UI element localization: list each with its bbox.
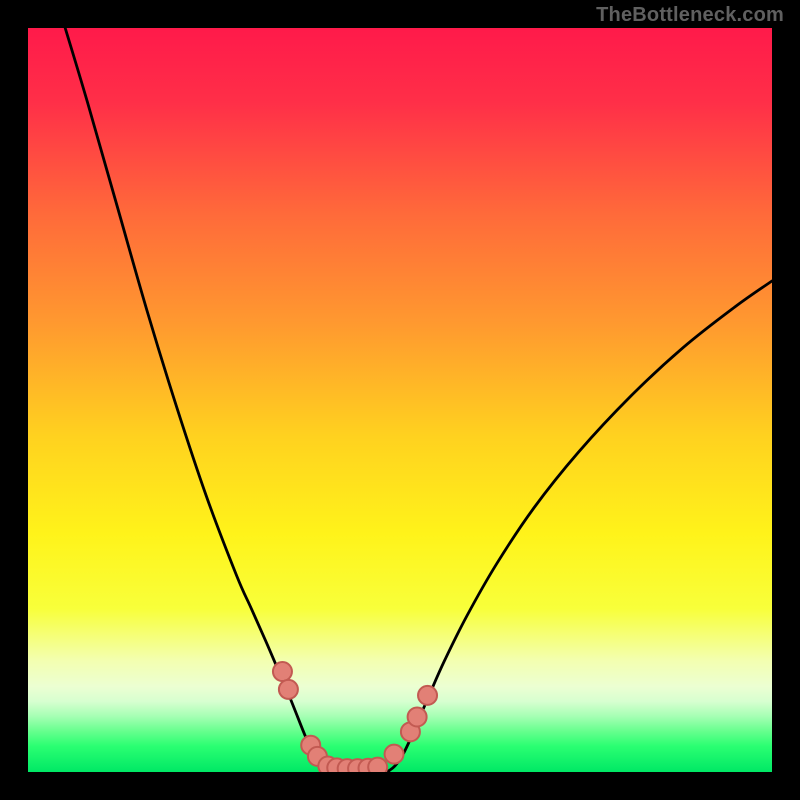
data-marker [418,686,437,705]
data-marker [279,680,298,699]
gradient-background [28,28,772,772]
data-marker [273,662,292,681]
data-marker [408,707,427,726]
outer-frame: TheBottleneck.com [0,0,800,800]
plot-area [28,28,772,772]
data-marker [385,745,404,764]
watermark-text: TheBottleneck.com [596,4,784,27]
data-marker [368,758,387,772]
plot-svg [28,28,772,772]
